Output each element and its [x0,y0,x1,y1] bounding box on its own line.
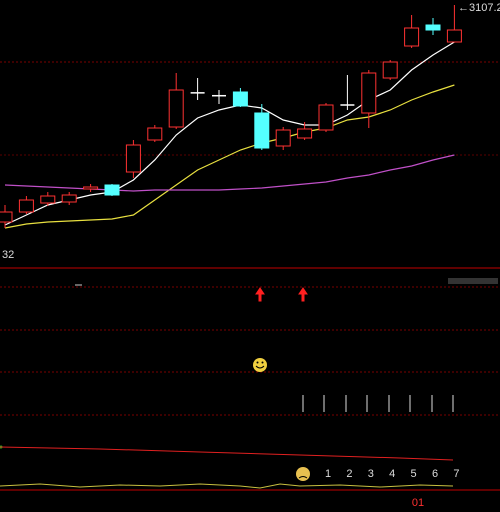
candle-body [297,128,313,139]
up-arrow [255,287,265,302]
max-price-label: ←3107.2 [458,2,500,14]
ma-line [4,84,455,229]
ma-line [4,41,455,226]
candle-body [18,199,34,213]
smiley-face [253,358,267,372]
candle-body [61,194,77,203]
candle-body [147,127,163,141]
candle-body [275,129,291,147]
sad-face [296,467,310,481]
ma-line [4,154,455,192]
candle-body [168,89,184,128]
counter-label: 2 [346,468,352,480]
candle-body [382,61,398,79]
candle-body [446,29,462,43]
candle-body [254,112,270,149]
candle-body [361,72,377,114]
signal-arrows [255,287,308,302]
signal-ticks [302,395,454,412]
counter-label: 3 [368,468,374,480]
candle-body [404,27,420,47]
candle-body [232,91,248,107]
indicator-line [0,446,454,461]
up-arrow [298,287,308,302]
candle-body [40,195,56,204]
counter-label: 6 [432,468,438,480]
candle-body [318,104,334,131]
eye [256,361,259,364]
smile [255,365,265,369]
eye [261,361,264,364]
counter-label: 7 [453,468,459,480]
counter-label: 5 [411,468,417,480]
candle-body [125,144,141,173]
smiley [253,358,267,372]
candle-body [83,186,99,190]
min-price-label: 32 [2,249,14,261]
bottom-label: 01 [412,497,424,509]
candle-body [425,24,441,31]
frown [298,476,308,479]
indicator-tag [448,278,498,284]
counter-label: 1 [325,468,331,480]
sad-face-circle [296,467,310,481]
counter-label: 4 [389,468,395,480]
candle-body [104,184,120,196]
indicator-line [0,483,454,489]
candle-body [0,211,13,223]
